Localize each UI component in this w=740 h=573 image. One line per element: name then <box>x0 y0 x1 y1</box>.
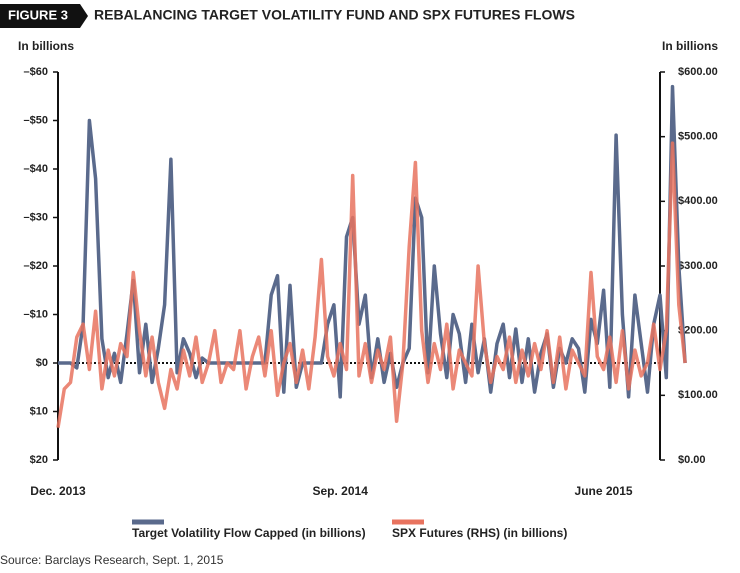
y2-tick-label: $100.00 <box>678 389 718 401</box>
y2-tick-label: $200.00 <box>678 325 718 337</box>
y2-axis-label: In billions <box>662 39 718 53</box>
source: Source: Barclays Research, Sept. 1, 2015 <box>0 553 224 567</box>
y-tick-label: –$20 <box>24 260 48 272</box>
y-tick-label: –$10 <box>24 308 48 320</box>
y-tick-label: $0 <box>36 357 48 369</box>
x-tick-label: Dec. 2013 <box>30 484 86 498</box>
y-tick-label: $10 <box>30 405 48 417</box>
y-tick-label: $20 <box>30 454 48 466</box>
y2-tick-label: $600.00 <box>678 66 718 78</box>
figure-label: FIGURE 3 <box>8 7 68 22</box>
series-line <box>56 141 687 428</box>
y2-tick-label: $0.00 <box>678 454 706 466</box>
y2-tick-label: $400.00 <box>678 195 718 207</box>
chart-title: REBALANCING TARGET VOLATILITY FUND AND S… <box>94 7 575 23</box>
x-tick-label: Sep. 2014 <box>313 484 369 498</box>
series-line <box>58 84 687 399</box>
legend-label: SPX Futures (RHS) (in billions) <box>392 526 567 540</box>
legend-label: Target Volatility Flow Capped (in billio… <box>132 526 366 540</box>
y-tick-label: –$40 <box>24 163 48 175</box>
y-tick-label: –$60 <box>24 66 48 78</box>
y-tick-label: –$50 <box>24 114 48 126</box>
y2-tick-label: $300.00 <box>678 260 718 272</box>
y2-tick-label: $500.00 <box>678 131 718 143</box>
y-tick-label: –$30 <box>24 211 48 223</box>
figure-badge <box>0 4 88 28</box>
y-axis-label: In billions <box>18 39 74 53</box>
x-tick-label: June 2015 <box>575 484 633 498</box>
